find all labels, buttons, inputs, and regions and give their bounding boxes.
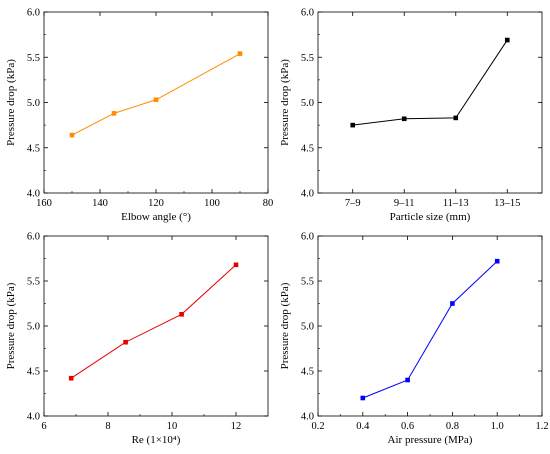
- y-tick-label: 5.5: [27, 277, 40, 288]
- data-point: [350, 122, 356, 128]
- x-tick-label: 10: [167, 421, 178, 432]
- data-point: [179, 312, 184, 317]
- x-tick-label: 160: [36, 198, 52, 209]
- x-tick-label: 0.4: [356, 421, 370, 432]
- y-tick-label: 5.0: [301, 98, 314, 109]
- plot-frame: [317, 235, 543, 417]
- y-tick-label: 6.0: [27, 8, 40, 19]
- data-point: [360, 395, 366, 401]
- y-axis-label: Pressure drop (kPa): [279, 59, 291, 146]
- y-tick-label: 4.5: [301, 143, 314, 154]
- y-axis-label: Pressure drop (kPa): [5, 282, 17, 369]
- chart-panel-elbow-angle: 4.0 4.5 5.0 5.5 6.0 160 140 120 100 80 Elbow angle…: [5, 8, 273, 224]
- data-point: [494, 258, 500, 264]
- x-tick-label: 6: [41, 421, 46, 432]
- x-tick-label: 7–9: [345, 198, 361, 209]
- x-tick-label: 1.0: [491, 421, 504, 432]
- data-point: [405, 377, 410, 383]
- y-tick-label: 5.5: [301, 53, 314, 64]
- x-tick-label: 0.6: [401, 421, 414, 432]
- x-axis-label: Elbow angle (°): [121, 211, 191, 223]
- y-tick-label: 5.0: [27, 322, 40, 333]
- y-tick-label: 4.0: [301, 189, 314, 200]
- y-tick-label: 6.0: [27, 232, 40, 243]
- data-point: [68, 375, 74, 381]
- series-line: [362, 260, 498, 399]
- x-tick-label: 80: [263, 198, 274, 209]
- y-tick-label: 4.5: [27, 143, 40, 154]
- chart-panel-air-pressure: 4.0 4.5 5.0 5.5 6.0 0.2 0.4 0.6 0.8 1.0 1.2 Air pre…: [279, 232, 549, 447]
- x-tick-label: 0.8: [446, 421, 459, 432]
- data-point: [69, 132, 75, 138]
- x-tick-label: 12: [231, 421, 242, 432]
- x-tick-label: 120: [148, 198, 164, 209]
- data-point: [453, 115, 459, 121]
- y-axis-label: Pressure drop (kPa): [279, 282, 291, 369]
- y-tick-label: 5.5: [301, 277, 314, 288]
- x-tick-label: 140: [92, 198, 108, 209]
- y-tick-label: 4.5: [27, 367, 40, 378]
- data-point: [450, 301, 455, 306]
- series-line: [352, 39, 508, 126]
- x-tick-label: 8: [105, 421, 110, 432]
- x-tick-label: 100: [204, 198, 220, 209]
- y-tick-label: 6.0: [301, 8, 314, 19]
- x-tick-label: 13–15: [494, 198, 520, 209]
- y-tick-label: 5.5: [27, 53, 40, 64]
- data-point: [401, 116, 407, 122]
- data-point: [111, 111, 117, 116]
- y-tick-label: 6.0: [301, 232, 314, 243]
- x-tick-label: 9–11: [394, 198, 415, 209]
- y-axis-label: Pressure drop (kPa): [5, 59, 17, 146]
- y-tick-label: 5.0: [27, 98, 40, 109]
- y-tick-label: 4.5: [301, 367, 314, 378]
- plot-frame: [43, 11, 269, 194]
- data-point: [237, 51, 243, 56]
- x-tick-label: 0.2: [311, 421, 324, 432]
- x-tick-label: 1.2: [535, 421, 548, 432]
- x-axis-label: Air pressure (MPa): [388, 434, 473, 446]
- x-axis-label: Particle size (mm): [390, 211, 471, 223]
- x-tick-label: 11–13: [443, 198, 469, 209]
- y-tick-label: 5.0: [301, 322, 314, 333]
- series-line: [70, 264, 237, 379]
- chart-panel-reynolds-number: 4.0 4.5 5.0 5.5 6.0 6 8 10 12 Re (1×10⁴) Pressure …: [5, 232, 269, 446]
- chart-panel-particle-size: 4.0 4.5 5.0 5.5 6.0 7–9 9–11 11–13 13–15 Particle…: [279, 8, 543, 223]
- series-line: [71, 53, 241, 136]
- data-point: [123, 339, 128, 345]
- y-tick-label: 4.0: [27, 189, 40, 200]
- x-axis-label: Re (1×10⁴): [132, 434, 181, 446]
- data-point: [504, 37, 510, 43]
- y-tick-label: 4.0: [301, 412, 314, 423]
- y-tick-label: 4.0: [27, 412, 40, 423]
- data-point: [233, 262, 239, 268]
- data-point: [153, 97, 159, 103]
